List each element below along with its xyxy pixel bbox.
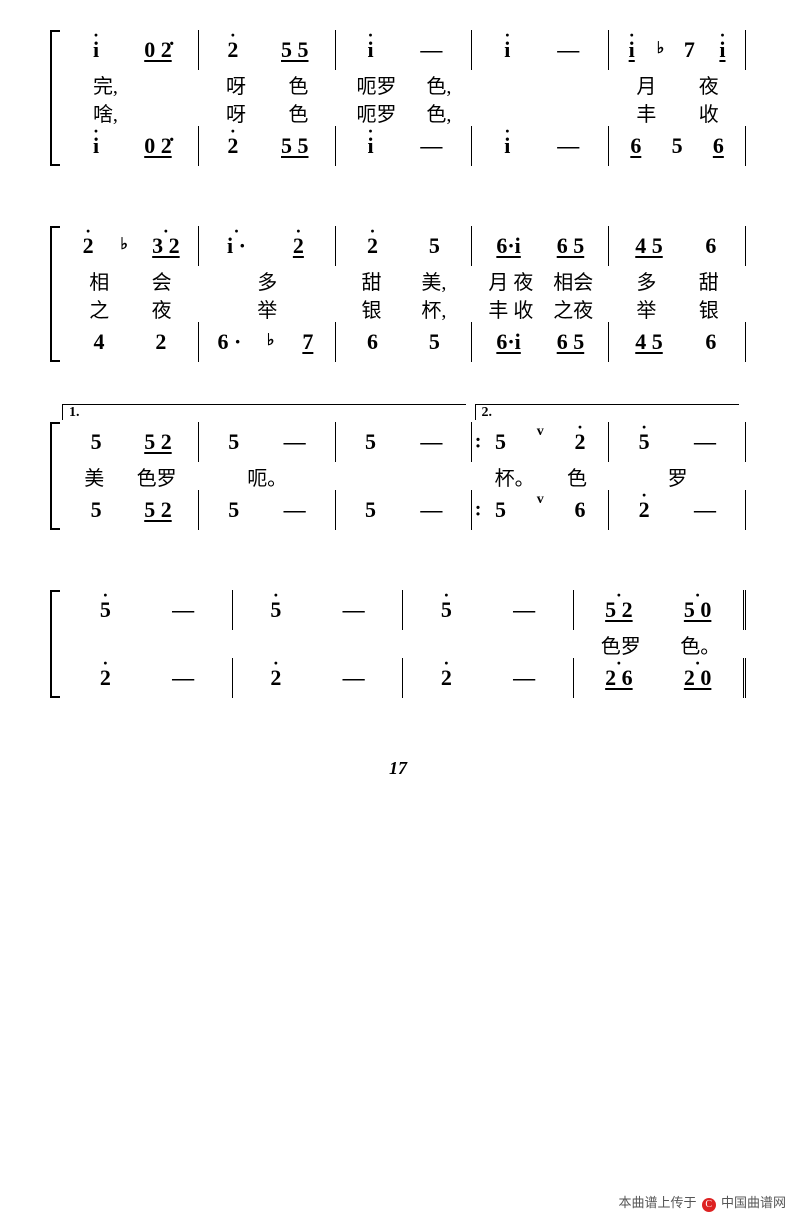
voice-1: 2♭3 2 i ·2 25 6·i6 5 4 56	[62, 226, 746, 266]
system-1: i0 2̇ 25 5 i— i— i♭7i 完, 呀色 呃罗色, 月夜 啥, 呀…	[50, 30, 746, 166]
system-4: 5— 5— 5— 5 25 0 色罗色。 2— 2— 2— 2 62 0	[50, 590, 746, 698]
system-3: 1. 2. 55 2 5— 5— 5v2 5— 美色罗 呃。 杯。色 罗 55 …	[50, 422, 746, 530]
volta-1: 1.	[62, 404, 466, 420]
lyric-row-1: 相会 多 甜美, 月 夜相会 多甜	[62, 266, 746, 294]
system-2: 2♭3 2 i ·2 25 6·i6 5 4 56 相会 多 甜美, 月 夜相会…	[50, 226, 746, 362]
lyric-row-1: 色罗色。	[62, 630, 746, 658]
bracket	[50, 226, 60, 362]
lyric-row-2: 啥, 呀色 呃罗色, 丰收	[62, 98, 746, 126]
bracket	[50, 590, 60, 698]
voice-2: 55 2 5— 5— 5v6 2—	[62, 490, 746, 530]
page-number: 17	[50, 758, 746, 779]
voice-2: 2— 2— 2— 2 62 0	[62, 658, 746, 698]
lyric-row-1: 完, 呀色 呃罗色, 月夜	[62, 70, 746, 98]
voice-1: i0 2̇ 25 5 i— i— i♭7i	[62, 30, 746, 70]
volta-2: 2.	[475, 404, 739, 420]
voice-1: 5— 5— 5— 5 25 0	[62, 590, 746, 630]
logo-icon: C	[702, 1198, 716, 1212]
voice-2: i0 2̇ 25 5 i— i— 656	[62, 126, 746, 166]
voice-1: 55 2 5— 5— 5v2 5—	[62, 422, 746, 462]
bracket	[50, 30, 60, 166]
bracket	[50, 422, 60, 530]
voice-2: 42 6 ·♭7 65 6·i6 5 4 56	[62, 322, 746, 362]
lyric-row-2: 之夜 举 银杯, 丰 收之夜 举银	[62, 294, 746, 322]
footer-credit: 本曲谱上传于 C 中国曲谱网	[618, 1192, 786, 1212]
